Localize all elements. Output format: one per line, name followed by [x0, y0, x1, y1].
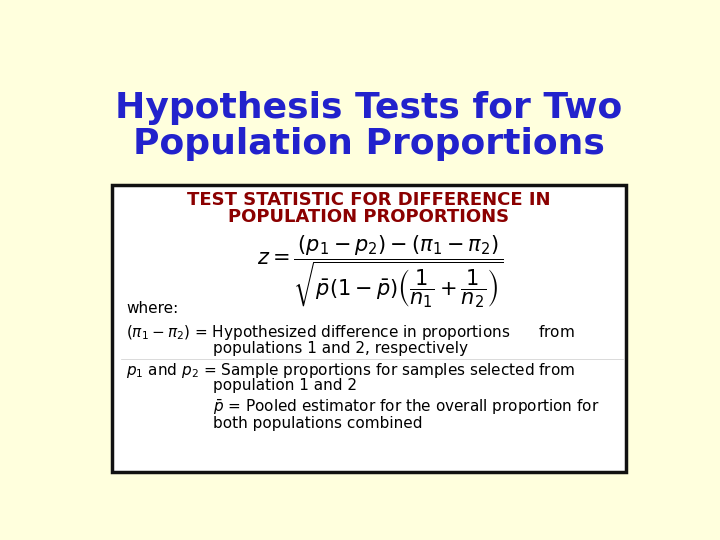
Text: Hypothesis Tests for Two: Hypothesis Tests for Two: [115, 91, 623, 125]
Text: populations 1 and 2, respectively: populations 1 and 2, respectively: [213, 341, 468, 356]
Text: TEST STATISTIC FOR DIFFERENCE IN: TEST STATISTIC FOR DIFFERENCE IN: [187, 191, 551, 209]
Text: $(\pi_1 - \pi_2)$ = Hypothesized difference in proportions      from: $(\pi_1 - \pi_2)$ = Hypothesized differe…: [126, 323, 575, 342]
Text: Population Proportions: Population Proportions: [133, 127, 605, 161]
Text: $\bar{p}$ = Pooled estimator for the overall proportion for: $\bar{p}$ = Pooled estimator for the ove…: [213, 399, 599, 417]
FancyBboxPatch shape: [112, 185, 626, 473]
Text: where:: where:: [126, 301, 179, 315]
Text: both populations combined: both populations combined: [213, 416, 422, 431]
Text: $z = \dfrac{(p_1 - p_2) - (\pi_1 - \pi_2)}{\sqrt{\bar{p}(1-\bar{p})\left(\dfrac{: $z = \dfrac{(p_1 - p_2) - (\pi_1 - \pi_2…: [257, 234, 503, 311]
Text: POPULATION PROPORTIONS: POPULATION PROPORTIONS: [228, 207, 510, 226]
Text: $p_1$ and $p_2$ = Sample proportions for samples selected from: $p_1$ and $p_2$ = Sample proportions for…: [126, 361, 575, 380]
Text: population 1 and 2: population 1 and 2: [213, 379, 357, 393]
